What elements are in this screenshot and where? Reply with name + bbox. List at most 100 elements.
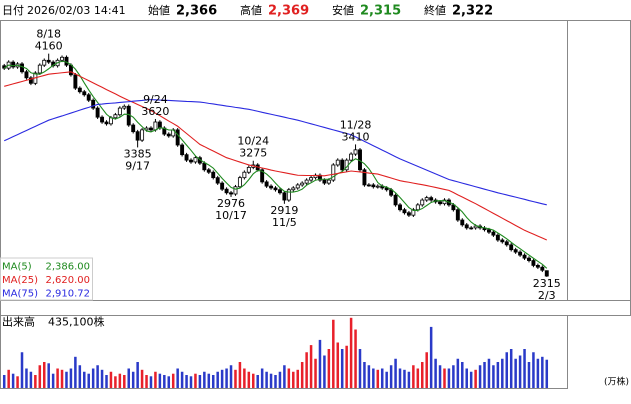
- candle-body: [473, 225, 478, 229]
- volume-bar: [518, 355, 522, 388]
- volume-bar: [394, 358, 397, 388]
- candle-body: [527, 257, 531, 261]
- header-label: 始値: [148, 3, 170, 17]
- volume-bar: [56, 368, 59, 388]
- candle-body: [180, 144, 185, 156]
- marks-layer: [2, 53, 549, 388]
- volume-bar: [376, 369, 380, 388]
- volume-bar: [118, 373, 122, 388]
- candle-body: [411, 209, 416, 216]
- volume-bar: [487, 358, 491, 388]
- ma-line: [3, 60, 548, 269]
- candle-body: [135, 131, 140, 141]
- volume-bar: [87, 373, 90, 388]
- volume-bar: [541, 356, 544, 388]
- volume-bar: [278, 371, 282, 388]
- volume-bar: [74, 356, 77, 388]
- candle-body: [340, 159, 345, 171]
- volume-bar: [447, 368, 451, 388]
- volume-bar: [314, 358, 317, 388]
- candle-body: [335, 159, 340, 166]
- volume-bar: [127, 368, 131, 388]
- volume-bar: [438, 365, 442, 388]
- volume-bar: [16, 376, 19, 388]
- volume-bar: [501, 358, 504, 388]
- candle-body: [295, 184, 300, 189]
- volume-bar: [91, 368, 95, 388]
- volume-total: 435,100株: [48, 315, 105, 329]
- volume-unit: (万株): [604, 376, 629, 388]
- volume-bar: [238, 362, 242, 388]
- legend-name: MA(75): [2, 289, 38, 300]
- volume-bar: [425, 352, 428, 388]
- candle-body: [300, 182, 305, 186]
- volume-bar: [131, 371, 135, 388]
- candle-body: [269, 185, 274, 189]
- candle-body: [184, 154, 189, 161]
- candle-body: [375, 185, 380, 188]
- candle-body: [20, 63, 24, 73]
- volume-bar: [229, 365, 233, 388]
- candle-body: [322, 179, 327, 184]
- volume-bar: [256, 375, 259, 388]
- volume-bar: [60, 369, 64, 388]
- volume-bar: [65, 371, 68, 388]
- volume-bar: [420, 362, 424, 388]
- annotation-date: 2/3: [538, 289, 556, 302]
- volume-bar: [300, 362, 304, 388]
- volume-bar: [536, 358, 540, 388]
- volume-bar: [407, 371, 411, 388]
- legend-name: MA(25): [2, 275, 38, 286]
- volume-bar: [25, 368, 28, 388]
- volume-bar: [452, 365, 455, 388]
- volume-bar: [336, 342, 340, 388]
- candle-body: [460, 219, 465, 226]
- annotation-date: 8/18: [36, 28, 61, 41]
- candle-body: [108, 117, 113, 125]
- volume-bar: [492, 365, 495, 388]
- volume-bar: [189, 376, 193, 388]
- legend-value: 2,620.00: [45, 275, 90, 286]
- candle-body: [491, 231, 496, 236]
- annotation-value: 2976: [217, 197, 245, 210]
- candle-body: [60, 56, 64, 61]
- annotation-date: 9/24: [143, 93, 168, 106]
- candle-body: [91, 99, 96, 109]
- candle-body: [513, 249, 518, 253]
- volume-bar: [96, 365, 99, 388]
- candle-body: [117, 107, 122, 116]
- volume-frame: [0, 315, 568, 389]
- volume-bar: [47, 363, 50, 388]
- candle-body: [282, 192, 287, 201]
- volume-bar: [123, 375, 126, 388]
- candle-body: [398, 204, 402, 211]
- candle-body: [242, 171, 247, 179]
- header-high: 2,369: [268, 4, 309, 19]
- header-close: 2,322: [452, 4, 493, 19]
- candle-body: [264, 181, 269, 187]
- volume-bar: [136, 362, 139, 388]
- candle-body: [233, 186, 238, 195]
- volume-bar: [29, 371, 33, 388]
- candle-body: [455, 209, 460, 221]
- candle-body: [131, 124, 136, 133]
- candle-body: [95, 107, 100, 118]
- candle-body: [500, 239, 505, 243]
- volume-bar: [514, 358, 517, 388]
- volume-bar: [171, 373, 175, 388]
- candle-body: [535, 264, 540, 268]
- candle-body: [487, 229, 491, 233]
- volume-bar: [42, 362, 46, 388]
- annotation-date: 11/28: [340, 118, 372, 131]
- candle-body: [24, 71, 29, 79]
- volume-bar: [220, 369, 224, 388]
- candle-body: [175, 129, 180, 146]
- volume-bar: [469, 371, 473, 388]
- volume-bar: [203, 371, 206, 388]
- volume-bar: [260, 368, 264, 388]
- candle-body: [189, 159, 193, 163]
- volume-bar: [323, 355, 326, 388]
- volume-bar: [265, 371, 268, 388]
- candle-body: [509, 244, 514, 251]
